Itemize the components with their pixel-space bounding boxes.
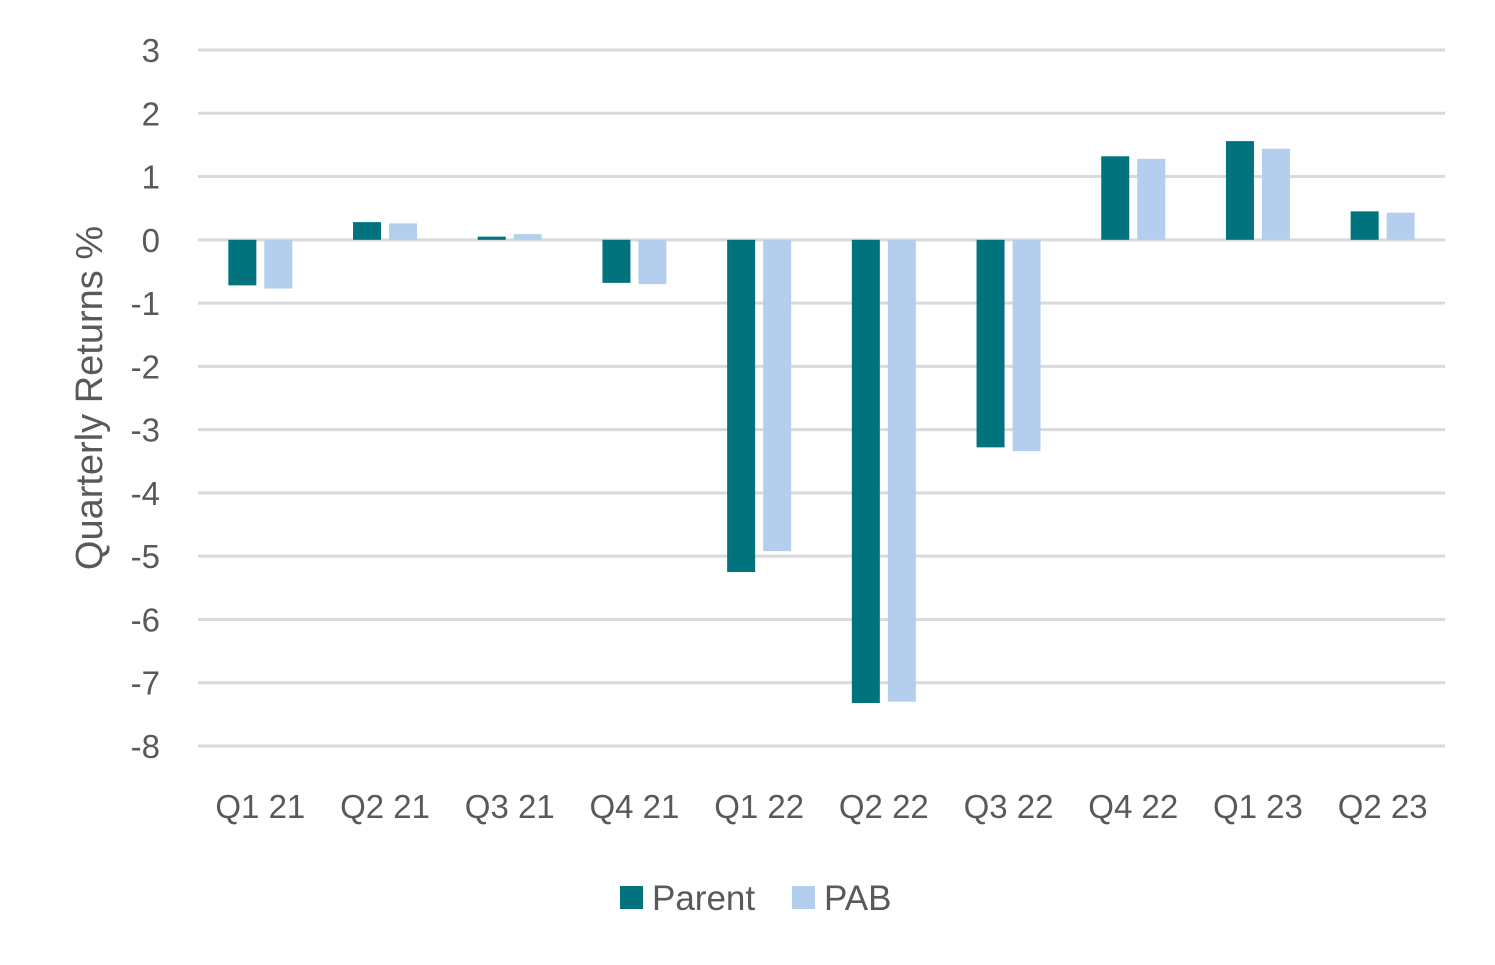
- y-tick-label: 2: [142, 95, 160, 132]
- legend-swatch: [620, 886, 643, 909]
- bar-pab-q1-22: [763, 239, 792, 552]
- bar-parent-q1-22: [727, 239, 756, 572]
- y-tick-label: -7: [131, 665, 160, 702]
- legend: Parent PAB: [620, 879, 891, 918]
- y-tick-label: -4: [131, 475, 160, 512]
- bar-pab-q3-21: [513, 234, 542, 240]
- bar-parent-q4-21: [602, 239, 631, 283]
- y-tick-label: -2: [131, 348, 160, 385]
- bars: [228, 141, 1415, 703]
- y-tick-label: -5: [131, 538, 160, 575]
- x-tick-label: Q1 22: [714, 788, 804, 825]
- y-tick-label: -1: [131, 285, 160, 322]
- legend-swatch: [792, 886, 815, 909]
- bar-parent-q3-21: [477, 236, 506, 240]
- x-tick-label: Q2 22: [839, 788, 929, 825]
- bar-parent-q2-22: [851, 239, 880, 703]
- y-tick-label: 0: [142, 222, 160, 259]
- bar-pab-q4-22: [1137, 158, 1166, 240]
- bar-parent-q1-21: [228, 239, 257, 286]
- legend-item-pab: PAB: [792, 879, 891, 918]
- bar-pab-q2-22: [887, 239, 916, 702]
- bar-pab-q2-21: [389, 223, 418, 240]
- y-axis-ticks: 3 2 1 0 -1 -2 -3 -4 -5 -6 -7 -8: [131, 32, 160, 765]
- bar-parent-q3-22: [976, 239, 1005, 448]
- bar-pab-q1-23: [1261, 148, 1290, 240]
- y-axis-title: Quarterly Returns %: [69, 226, 111, 570]
- x-tick-label: Q3 21: [465, 788, 555, 825]
- gridlines: [198, 48, 1445, 748]
- x-tick-label: Q4 22: [1088, 788, 1178, 825]
- bar-pab-q3-22: [1012, 239, 1041, 452]
- x-axis-ticks: Q1 21 Q2 21 Q3 21 Q4 21 Q1 22 Q2 22 Q3 22 Q4 22…: [215, 788, 1427, 825]
- x-tick-label: Q1 23: [1213, 788, 1303, 825]
- x-tick-label: Q1 21: [215, 788, 305, 825]
- y-tick-label: -3: [131, 412, 160, 449]
- bar-parent-q2-23: [1350, 211, 1379, 240]
- legend-label: PAB: [824, 879, 891, 918]
- legend-item-parent: Parent: [620, 879, 755, 918]
- bar-pab-q2-23: [1386, 212, 1415, 240]
- y-tick-label: -8: [131, 728, 160, 765]
- y-tick-label: -6: [131, 601, 160, 638]
- bar-parent-q1-23: [1225, 141, 1254, 240]
- bar-parent-q2-21: [353, 222, 382, 240]
- legend-label: Parent: [652, 879, 755, 918]
- x-tick-label: Q3 22: [964, 788, 1054, 825]
- bar-pab-q1-21: [264, 239, 293, 289]
- y-tick-label: 1: [142, 159, 160, 196]
- y-tick-label: 3: [142, 32, 160, 69]
- x-tick-label: Q4 21: [589, 788, 679, 825]
- bar-parent-q4-22: [1101, 156, 1130, 240]
- x-tick-label: Q2 21: [340, 788, 430, 825]
- bar-pab-q4-21: [638, 239, 667, 285]
- x-tick-label: Q2 23: [1338, 788, 1428, 825]
